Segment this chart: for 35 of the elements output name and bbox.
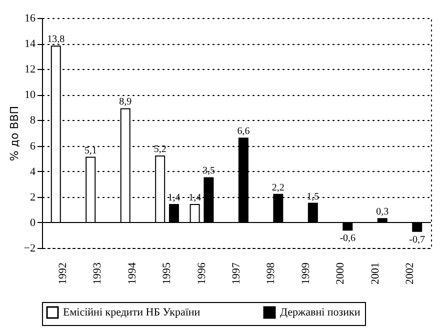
data-label: 6,6 [237, 126, 250, 138]
y-tick-label: 2 [30, 191, 36, 204]
x-tick-label: 1994 [126, 262, 138, 284]
data-label: 13,8 [47, 34, 65, 46]
legend-label: Державні позики [280, 306, 360, 319]
data-label: 5,1 [84, 145, 97, 156]
x-tick-label: 1997 [230, 262, 242, 284]
x-tick-label: 1993 [92, 262, 104, 284]
y-tick-label: 8 [30, 114, 36, 127]
x-tick-label: 2002 [404, 262, 416, 284]
data-label: 2,2 [272, 182, 284, 194]
x-tick-label: 2001 [369, 262, 382, 284]
x-tick-label: 1992 [56, 262, 69, 284]
y-tick-label: 16 [24, 12, 36, 24]
legend-label: Емісійні кредити НБ України [63, 306, 200, 319]
x-tick-label: 1998 [265, 262, 278, 284]
data-label: -0,7 [409, 234, 426, 246]
y-tick-label: 4 [30, 166, 36, 178]
data-label: 8,9 [119, 96, 132, 108]
y-tick-label: 14 [24, 38, 36, 50]
data-label: 1,4 [188, 192, 202, 204]
y-tick-label: 10 [24, 89, 36, 102]
x-tick-label: 1995 [161, 262, 174, 284]
x-tick-label: 1996 [196, 262, 208, 284]
y-axis-title: % до ВВП [8, 106, 21, 162]
x-tick-label: 1999 [300, 262, 312, 284]
data-label: 5,2 [154, 144, 166, 155]
data-label: -0,6 [340, 233, 356, 244]
y-tick-label: 12 [24, 64, 36, 76]
y-tick-label: 0 [30, 216, 36, 229]
y-tick-label: 6 [30, 140, 36, 152]
data-label: 0,3 [376, 206, 389, 218]
y-tick-label: −2 [24, 242, 36, 254]
data-label: 1,4 [168, 192, 180, 204]
x-tick-label: 2000 [334, 262, 347, 284]
